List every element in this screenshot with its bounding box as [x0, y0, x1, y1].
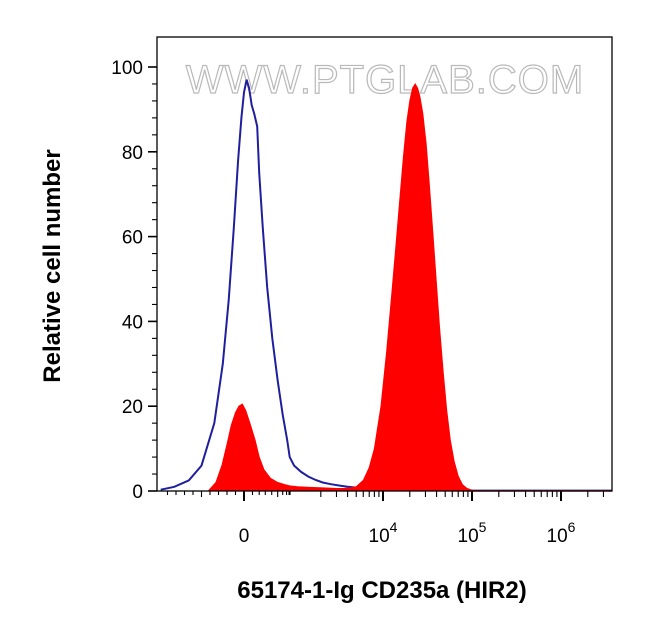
series-filled-histogram	[207, 83, 613, 492]
y-tick-label: 0	[132, 482, 143, 503]
x-tick-label: 106	[547, 519, 576, 547]
x-tick-label: 0	[239, 526, 250, 547]
y-tick-label: 60	[122, 228, 143, 249]
y-tick-label: 20	[122, 397, 143, 418]
plot-frame	[156, 36, 613, 492]
y-tick-label: 80	[122, 143, 143, 164]
y-tick-label: 100	[111, 58, 143, 79]
plot-border	[156, 36, 613, 492]
x-axis: 0 104 105 106	[166, 491, 605, 547]
plot-series	[160, 79, 613, 492]
x-tick-label: 105	[458, 519, 487, 547]
watermark: WWW.PTGLAB.COM	[186, 58, 584, 102]
y-axis-title: Relative cell number	[39, 149, 66, 382]
x-tick-label: 104	[369, 519, 398, 547]
x-axis-title: 65174-1-Ig CD235a (HIR2)	[237, 577, 526, 604]
y-axis: 0 20 40 60 80 100	[111, 58, 157, 503]
y-tick-label: 40	[122, 312, 143, 333]
